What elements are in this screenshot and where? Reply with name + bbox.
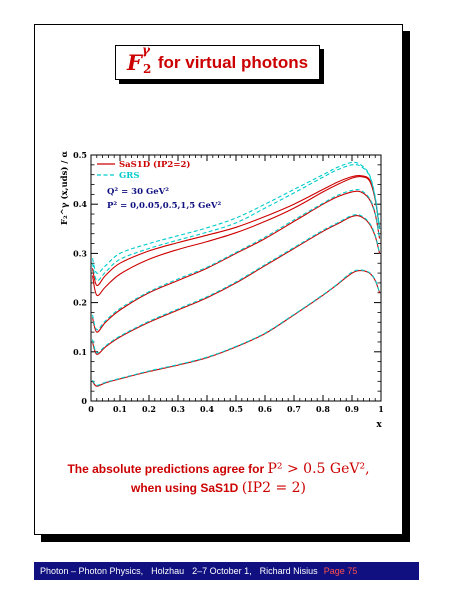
x-tick-label: 0.6 xyxy=(258,404,272,414)
chart-lines xyxy=(91,161,381,387)
x-tick-label: 0.3 xyxy=(171,404,185,414)
legend-label: SaS1D (IP2=2) xyxy=(119,159,190,170)
title-text: for virtual photons xyxy=(157,52,309,72)
chart-legend: SaS1D (IP2=2)GRS Q² = 30 GeV² P² = 0,0.05,… xyxy=(97,159,221,211)
x-tick-label: 0.5 xyxy=(229,404,243,414)
x-tick-label: 0.1 xyxy=(113,404,127,414)
footer-dates: 2–7 October 1, xyxy=(192,566,252,576)
title-symbol: F γ 2 xyxy=(126,43,154,76)
footer-page: Page 75 xyxy=(323,566,358,576)
x-tick-label: 0 xyxy=(88,404,94,414)
series-line-sas1d xyxy=(91,174,381,287)
y-tick-label: 0.4 xyxy=(73,199,87,209)
slide: F γ 2 for virtual photons 0 0.1 0.2 0.3 0.4 0… xyxy=(34,24,403,535)
caption-line2-text: when using SaS1D xyxy=(130,481,239,495)
series-line-sas1d xyxy=(91,190,381,333)
title-superscript: γ xyxy=(141,43,150,57)
legend-note: P² = 0,0.05,0.5,1,5 GeV² xyxy=(107,201,221,211)
legend-note: Q² = 30 GeV² xyxy=(107,187,169,197)
series-line-grs xyxy=(91,214,381,354)
title-symbol-letter: F xyxy=(126,50,142,75)
caption-line2-math: (IP2 = 2) xyxy=(241,480,307,496)
series-line-sas1d xyxy=(91,175,381,297)
series-line-grs xyxy=(92,269,381,386)
y-tick-label: 0.5 xyxy=(73,150,87,160)
caption: The absolute predictions agree for P² > … xyxy=(35,460,402,498)
series-line-grs xyxy=(91,164,381,282)
footer-bar: Photon – Photon Physics, Holzhau 2–7 Oct… xyxy=(34,562,419,580)
y-tick-label: 0.3 xyxy=(73,248,87,258)
caption-line1-text: The absolute predictions agree for xyxy=(67,462,265,476)
title-subscript: 2 xyxy=(142,62,152,76)
title-box: F γ 2 for virtual photons xyxy=(115,43,320,80)
y-tick-label: 0.1 xyxy=(73,347,87,357)
x-tick-label: 0.8 xyxy=(316,404,330,414)
chart-axes: 0 0.1 0.2 0.3 0.4 0.5 0.6 0.7 0.8 0.9 1 0 0.1 0.2 0.3 0… xyxy=(59,150,384,430)
x-tick-label: 1 xyxy=(378,404,384,414)
x-tick-label: 0.2 xyxy=(142,404,156,414)
footer-author: Richard Nisius xyxy=(259,566,318,576)
y-axis-label: F₂^γ (x,uds) / α xyxy=(59,151,70,225)
series-line-sas1d xyxy=(91,215,381,355)
x-tick-label: 0.9 xyxy=(345,404,359,414)
chart: 0 0.1 0.2 0.3 0.4 0.5 0.6 0.7 0.8 0.9 1 0 0.1 0.2 0.3 0… xyxy=(59,150,384,430)
y-tick-label: 0.2 xyxy=(73,298,87,308)
caption-line1-math: P² > 0.5 GeV², xyxy=(267,461,370,477)
x-tick-label: 0.4 xyxy=(200,404,214,414)
y-tick-label: 0 xyxy=(81,396,87,406)
series-line-grs xyxy=(91,161,381,274)
caption-line-2: when using SaS1D (IP2 = 2) xyxy=(35,479,402,498)
footer-topic: Photon – Photon Physics, xyxy=(40,566,144,576)
caption-line-1: The absolute predictions agree for P² > … xyxy=(35,460,402,479)
series-line-grs xyxy=(91,189,381,331)
x-tick-label: 0.7 xyxy=(287,404,301,414)
x-axis-label: x xyxy=(376,420,382,430)
footer-location: Holzhau xyxy=(151,566,185,576)
legend-label: GRS xyxy=(119,171,139,181)
